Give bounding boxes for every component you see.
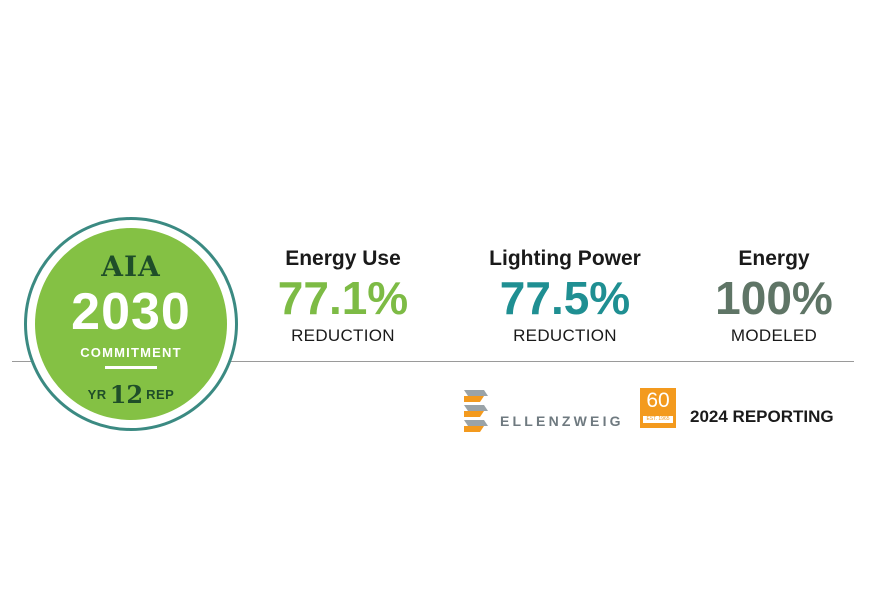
stat-subtitle: REDUCTION [291, 326, 395, 345]
stat-value: 77.5% [499, 272, 631, 324]
badge-green-circle: AIA 2030 COMMITMENT YR 12 REP [35, 228, 227, 420]
company-name: ELLENZWEIG [500, 413, 624, 429]
horizontal-divider [12, 361, 854, 362]
stat-lighting-power: Lighting Power 77.5% REDUCTION [470, 247, 660, 346]
stat-title: Lighting Power [489, 247, 641, 270]
aia-2030-badge: AIA 2030 COMMITMENT YR 12 REP [24, 217, 238, 431]
badge-yr-label: YR [87, 387, 107, 402]
badge-year-reporting: YR 12 REP [35, 380, 227, 409]
stat-subtitle: MODELED [730, 326, 818, 345]
stat-title: Energy [738, 247, 810, 270]
badge-rep-label: REP [146, 387, 175, 402]
reporting-year: 2024 REPORTING [690, 407, 834, 426]
badge-year: 2030 [71, 283, 191, 341]
stat-energy-use: Energy Use 77.1% REDUCTION [268, 247, 418, 346]
stat-title: Energy Use [285, 247, 401, 270]
stat-value: 77.1% [277, 272, 409, 324]
anniversary-badge: 60 EST. 1965 [640, 388, 676, 428]
badge-rule [105, 366, 157, 369]
stat-subtitle: REDUCTION [513, 326, 617, 345]
ellenzweig-logo-icon [464, 390, 488, 432]
badge-org: AIA [101, 250, 161, 283]
anniversary-number: 60 [646, 389, 670, 412]
badge-commitment: COMMITMENT [80, 345, 182, 360]
stat-value: 100% [715, 272, 833, 324]
anniversary-est: EST. 1965 [643, 416, 673, 423]
badge-yr-number: 12 [109, 380, 144, 409]
stat-energy-modeled: Energy 100% MODELED [704, 247, 844, 346]
